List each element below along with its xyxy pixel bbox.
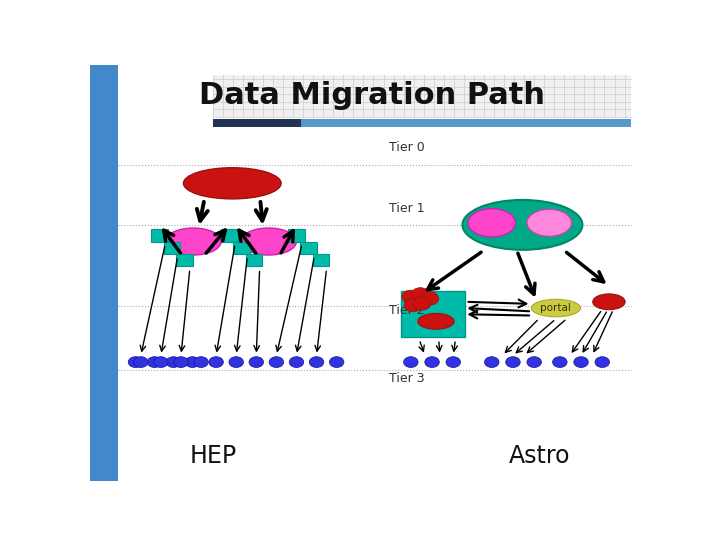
Bar [163,241,181,254]
Circle shape [404,357,418,368]
Circle shape [527,357,541,368]
Text: portal: portal [541,303,572,313]
Circle shape [446,357,461,368]
Circle shape [229,357,243,368]
Bar [301,119,631,127]
Ellipse shape [166,228,221,255]
Bar [151,229,168,241]
Circle shape [595,357,610,368]
Circle shape [404,299,422,312]
Bar [288,229,305,241]
Text: Data Migration Path: Data Migration Path [199,82,545,111]
Bar [233,241,250,254]
Circle shape [411,288,429,301]
Ellipse shape [527,210,572,237]
Ellipse shape [531,299,580,317]
Circle shape [329,357,344,368]
Bar [246,254,262,266]
Circle shape [402,290,420,303]
Bar [213,75,631,117]
Circle shape [425,357,439,368]
Bar [312,254,329,266]
Circle shape [185,357,199,368]
Circle shape [421,292,438,305]
Circle shape [269,357,284,368]
Circle shape [552,357,567,368]
Ellipse shape [462,200,582,250]
Circle shape [147,357,162,368]
Ellipse shape [240,228,297,255]
Circle shape [310,357,324,368]
Circle shape [574,357,588,368]
Circle shape [174,357,188,368]
Ellipse shape [418,313,454,329]
Text: Astro: Astro [508,444,570,468]
Bar [176,254,193,266]
Text: HEP: HEP [189,444,236,468]
Text: Tier 3: Tier 3 [389,372,424,385]
Circle shape [209,357,223,368]
Text: Tier 2: Tier 2 [389,303,424,316]
Ellipse shape [184,168,281,199]
Text: Tier 0: Tier 0 [389,141,424,154]
Bar [221,229,238,241]
Circle shape [166,357,181,368]
Circle shape [128,357,143,368]
Circle shape [133,357,148,368]
Circle shape [194,357,208,368]
Ellipse shape [593,294,625,310]
Circle shape [413,297,431,310]
Bar [300,241,317,254]
Circle shape [153,357,168,368]
Bar [90,65,118,481]
Text: Tier 1: Tier 1 [389,202,424,215]
Circle shape [249,357,264,368]
Bar [401,292,465,337]
Circle shape [505,357,521,368]
Circle shape [485,357,499,368]
Ellipse shape [468,208,516,237]
Circle shape [289,357,304,368]
Bar [213,119,301,127]
